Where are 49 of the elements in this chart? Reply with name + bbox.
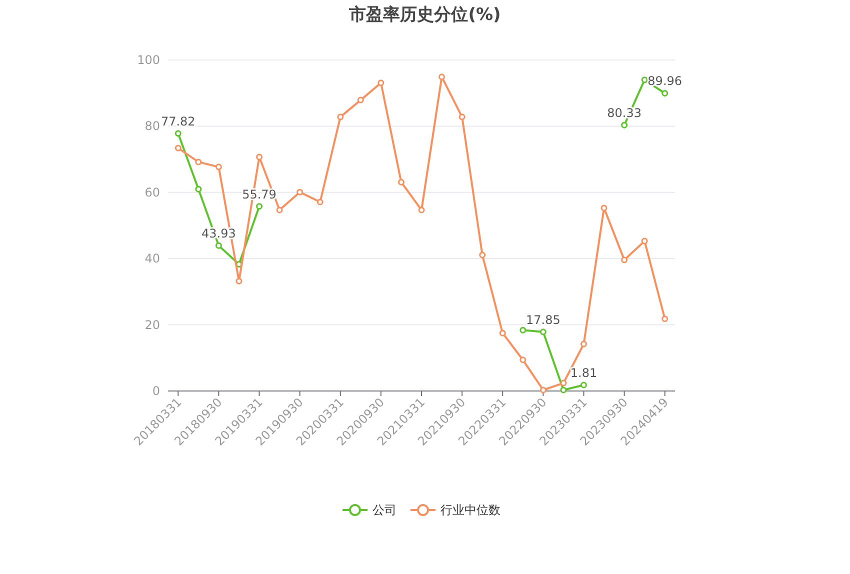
- point: [621, 122, 628, 128]
- y-tick-label: 60: [144, 185, 160, 200]
- data-label: 1.81: [570, 366, 598, 380]
- legend-label: 行业中位数: [440, 503, 500, 517]
- point: [520, 356, 526, 364]
- point: [520, 326, 526, 334]
- data-label: 77.82: [160, 114, 196, 128]
- point: [499, 330, 506, 336]
- point: [479, 252, 486, 258]
- y-tick-label: 100: [137, 53, 160, 67]
- point: [316, 198, 324, 206]
- point: [662, 90, 668, 96]
- point: [195, 186, 202, 192]
- point: [540, 328, 546, 336]
- point: [438, 74, 446, 80]
- point: [174, 144, 182, 152]
- point: [641, 238, 648, 244]
- point: [641, 76, 648, 84]
- y-tick-label: 80: [144, 119, 160, 134]
- point: [398, 178, 404, 186]
- data-label: 89.96: [648, 74, 682, 88]
- point: [195, 158, 202, 166]
- point: [296, 188, 304, 196]
- point: [215, 164, 222, 170]
- point: [580, 382, 587, 388]
- point: [215, 242, 222, 249]
- point: [378, 80, 384, 86]
- point: [662, 316, 668, 322]
- point: [357, 96, 364, 104]
- point: [256, 154, 263, 160]
- chart-title: 市盈率历史分位(%): [348, 5, 501, 25]
- point: [560, 386, 567, 394]
- point: [540, 386, 546, 394]
- y-tick-label: 40: [144, 252, 160, 266]
- point: [174, 130, 182, 137]
- point: [236, 278, 242, 284]
- legend-label: 公司: [372, 503, 396, 517]
- point: [337, 114, 344, 120]
- point: [418, 206, 425, 214]
- point: [600, 204, 608, 212]
- y-tick-label: 20: [144, 318, 160, 332]
- point: [580, 340, 587, 348]
- point: [276, 206, 283, 214]
- point: [621, 256, 628, 264]
- data-label: 17.85: [526, 312, 560, 327]
- point: [458, 114, 466, 120]
- point: [560, 380, 567, 386]
- y-tick-label: 0: [152, 384, 160, 398]
- point: [256, 203, 263, 210]
